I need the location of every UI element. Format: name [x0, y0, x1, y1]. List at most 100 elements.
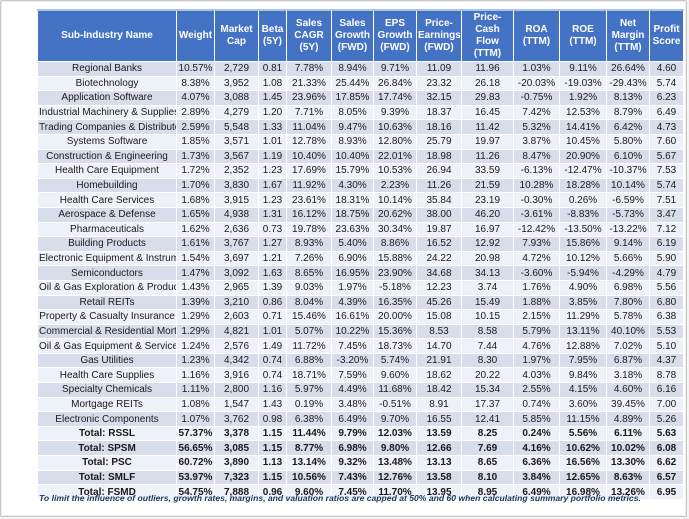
table-cell: 2,576: [214, 338, 259, 354]
table-cell: 34.13: [461, 265, 514, 281]
table-cell: 1.43: [258, 396, 287, 413]
table-cell: 10.14%: [373, 192, 417, 208]
table-cell: 7.45%: [331, 338, 374, 354]
table-cell: 6.16: [649, 382, 684, 398]
table-cell: 17.74%: [373, 90, 417, 106]
header-cell: Profit Score: [649, 9, 684, 62]
table-cell: 23.19: [461, 192, 514, 208]
table-cell: -12.42%: [513, 221, 560, 238]
table-cell: 1.19: [258, 148, 287, 165]
table-cell: 6.95: [649, 484, 684, 500]
table-row: Pharmaceuticals 1.62% 2,636 0.73 19.78% 23.63…: [37, 221, 684, 238]
table-cell: 1.85%: [176, 133, 215, 150]
table-cell: 16.35%: [373, 294, 417, 311]
table-cell: 1.31: [258, 206, 287, 223]
table-cell: 3,952: [214, 75, 259, 92]
table-cell: 8.78: [649, 367, 684, 384]
table-cell: 33.59: [461, 163, 514, 179]
table-cell: 56.65%: [176, 440, 215, 457]
table-cell: 4.90%: [559, 279, 607, 296]
table-cell: 7,323: [214, 469, 259, 486]
table-cell: 18.75%: [331, 206, 374, 223]
table-cell: 16.97: [461, 221, 514, 238]
table-cell: 11.92%: [286, 177, 332, 194]
table-cell: 6.38: [649, 309, 684, 325]
total-row: Total: RSSL 57.37% 3,378 1.15 11.44% 9.79% 12.…: [37, 425, 684, 442]
table-cell: 2.23%: [373, 177, 417, 194]
table-cell: 13.30%: [606, 455, 650, 471]
table-cell: 10.56%: [286, 469, 332, 486]
table-cell: 4.76%: [513, 338, 560, 354]
table-cell: 12.41: [461, 411, 514, 427]
table-cell: 1.16%: [176, 367, 215, 384]
table-cell: 6.19: [649, 236, 684, 252]
table-cell: 1.76%: [513, 279, 560, 296]
table-cell: 6.42%: [606, 119, 650, 135]
table-row: Aerospace & Defense 1.65% 4,938 1.31 16.12% 1…: [37, 206, 684, 223]
table-cell: 1.67: [258, 177, 287, 194]
table-cell: 9.47%: [331, 119, 374, 135]
row-label-cell: Specialty Chemicals: [37, 382, 177, 398]
table-cell: 18.98: [416, 148, 462, 165]
table-cell: 22.01%: [373, 148, 417, 165]
table-cell: 0.19%: [286, 396, 332, 413]
table-row: Homebuilding 1.70% 3,830 1.67 11.92% 4.30% 2.2…: [37, 177, 684, 194]
table-cell: 5.67: [649, 148, 684, 165]
table-cell: 12.78%: [286, 133, 332, 150]
table-cell: 7.59%: [331, 367, 374, 384]
table-cell: 1.01: [258, 323, 287, 340]
table-cell: 8.13%: [606, 90, 650, 106]
table-cell: 8.25: [461, 425, 514, 442]
header-cell: Sales Growth (FWD): [331, 9, 374, 62]
table-cell: 7.26%: [286, 250, 332, 267]
table-cell: 5.63: [649, 425, 684, 442]
table-cell: 23.90%: [373, 265, 417, 281]
table-cell: 18.16: [416, 119, 462, 135]
row-label-cell: Electronic Components: [37, 411, 177, 427]
table-cell: 18.71%: [286, 367, 332, 384]
table-cell: -5.73%: [606, 206, 650, 223]
table-row: Commercial & Residential Mortgage1.29%4,…: [37, 323, 684, 340]
table-cell: 10.40%: [331, 148, 374, 165]
table-cell: 13.48%: [373, 455, 417, 471]
table-cell: 6.38%: [286, 411, 332, 427]
table-cell: 26.18: [461, 75, 514, 92]
table-cell: 8.65: [461, 455, 514, 471]
table-cell: 13.59: [416, 425, 462, 442]
table-cell: 18.28%: [559, 177, 607, 194]
table-cell: 12.88%: [559, 338, 607, 354]
table-cell: 13.14%: [286, 455, 332, 471]
table-cell: 18.31%: [331, 192, 374, 208]
table-cell: 9.70%: [373, 411, 417, 427]
table-cell: 12.92: [461, 236, 514, 252]
table-cell: 26.84%: [373, 75, 417, 92]
table-cell: 3,085: [214, 440, 259, 457]
row-label-cell: Aerospace & Defense: [37, 206, 177, 223]
table-cell: 46.20: [461, 206, 514, 223]
table-cell: 5,548: [214, 119, 259, 135]
table-cell: 16.98%: [559, 484, 607, 500]
table-cell: 3.74: [461, 279, 514, 296]
header-cell: Price-Earnings (FWD): [416, 9, 462, 62]
table-cell: 11.96: [461, 61, 514, 77]
table-cell: 21.91: [416, 352, 462, 369]
table-cell: 1.23: [258, 163, 287, 179]
table-cell: 0.98: [258, 411, 287, 427]
table-cell: -0.51%: [373, 396, 417, 413]
table-cell: 1.73%: [176, 148, 215, 165]
table-cell: 10.14%: [606, 177, 650, 194]
table-cell: 15.86%: [559, 236, 607, 252]
table-cell: 30.34%: [373, 221, 417, 238]
table-cell: 20.22: [461, 367, 514, 384]
table-cell: 23.61%: [286, 192, 332, 208]
table-cell: 6.49: [649, 104, 684, 121]
table-cell: 20.90%: [559, 148, 607, 165]
table-cell: 1.62%: [176, 221, 215, 238]
table-cell: 12.03%: [373, 425, 417, 442]
table-cell: -0.30%: [513, 192, 560, 208]
table-cell: 9.71%: [373, 61, 417, 77]
table-cell: 15.49: [461, 294, 514, 311]
header-cell: EPS Growth (FWD): [373, 9, 417, 62]
table-cell: 8.30: [461, 352, 514, 369]
